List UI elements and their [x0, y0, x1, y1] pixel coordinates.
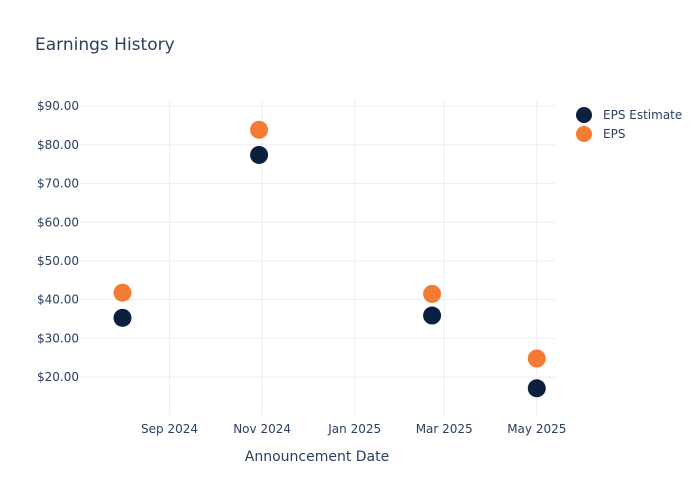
- x-tick-label: Sep 2024: [141, 422, 198, 436]
- eps-point[interactable]: [527, 349, 546, 368]
- y-tick-label: $40.00: [37, 293, 79, 307]
- y-tick-label: $70.00: [37, 177, 79, 191]
- y-tick-label: $30.00: [37, 331, 79, 345]
- x-axis: Sep 2024 Nov 2024 Jan 2025 Mar 2025 May 2025: [141, 422, 566, 436]
- eps-point[interactable]: [423, 284, 442, 303]
- eps-estimate-point[interactable]: [113, 308, 132, 327]
- legend-marker[interactable]: [576, 126, 592, 142]
- x-axis-title: Announcement Date: [245, 449, 389, 465]
- x-tick-label: Nov 2024: [233, 422, 291, 436]
- data-points: [113, 120, 546, 398]
- legend-label[interactable]: EPS: [603, 127, 625, 141]
- x-tick-label: May 2025: [507, 422, 566, 436]
- x-tick-label: Jan 2025: [327, 422, 381, 436]
- eps-estimate-point[interactable]: [250, 145, 269, 164]
- grid: [80, 100, 555, 415]
- x-tick-label: Mar 2025: [416, 422, 473, 436]
- y-tick-label: $90.00: [37, 99, 79, 113]
- chart-title: Earnings History: [35, 35, 175, 55]
- legend-marker[interactable]: [576, 107, 592, 123]
- y-tick-label: $60.00: [37, 215, 79, 229]
- y-tick-label: $20.00: [37, 370, 79, 384]
- legend-label[interactable]: EPS Estimate: [603, 108, 682, 122]
- legend[interactable]: EPS Estimate EPS: [576, 107, 682, 142]
- eps-point[interactable]: [250, 120, 269, 139]
- eps-point[interactable]: [113, 283, 132, 302]
- eps-estimate-point[interactable]: [527, 379, 546, 398]
- y-tick-label: $80.00: [37, 138, 79, 152]
- eps-estimate-point[interactable]: [423, 306, 442, 325]
- y-axis: $20.00 $30.00 $40.00 $50.00 $60.00 $70.00 $80.…: [37, 99, 79, 384]
- y-tick-label: $50.00: [37, 254, 79, 268]
